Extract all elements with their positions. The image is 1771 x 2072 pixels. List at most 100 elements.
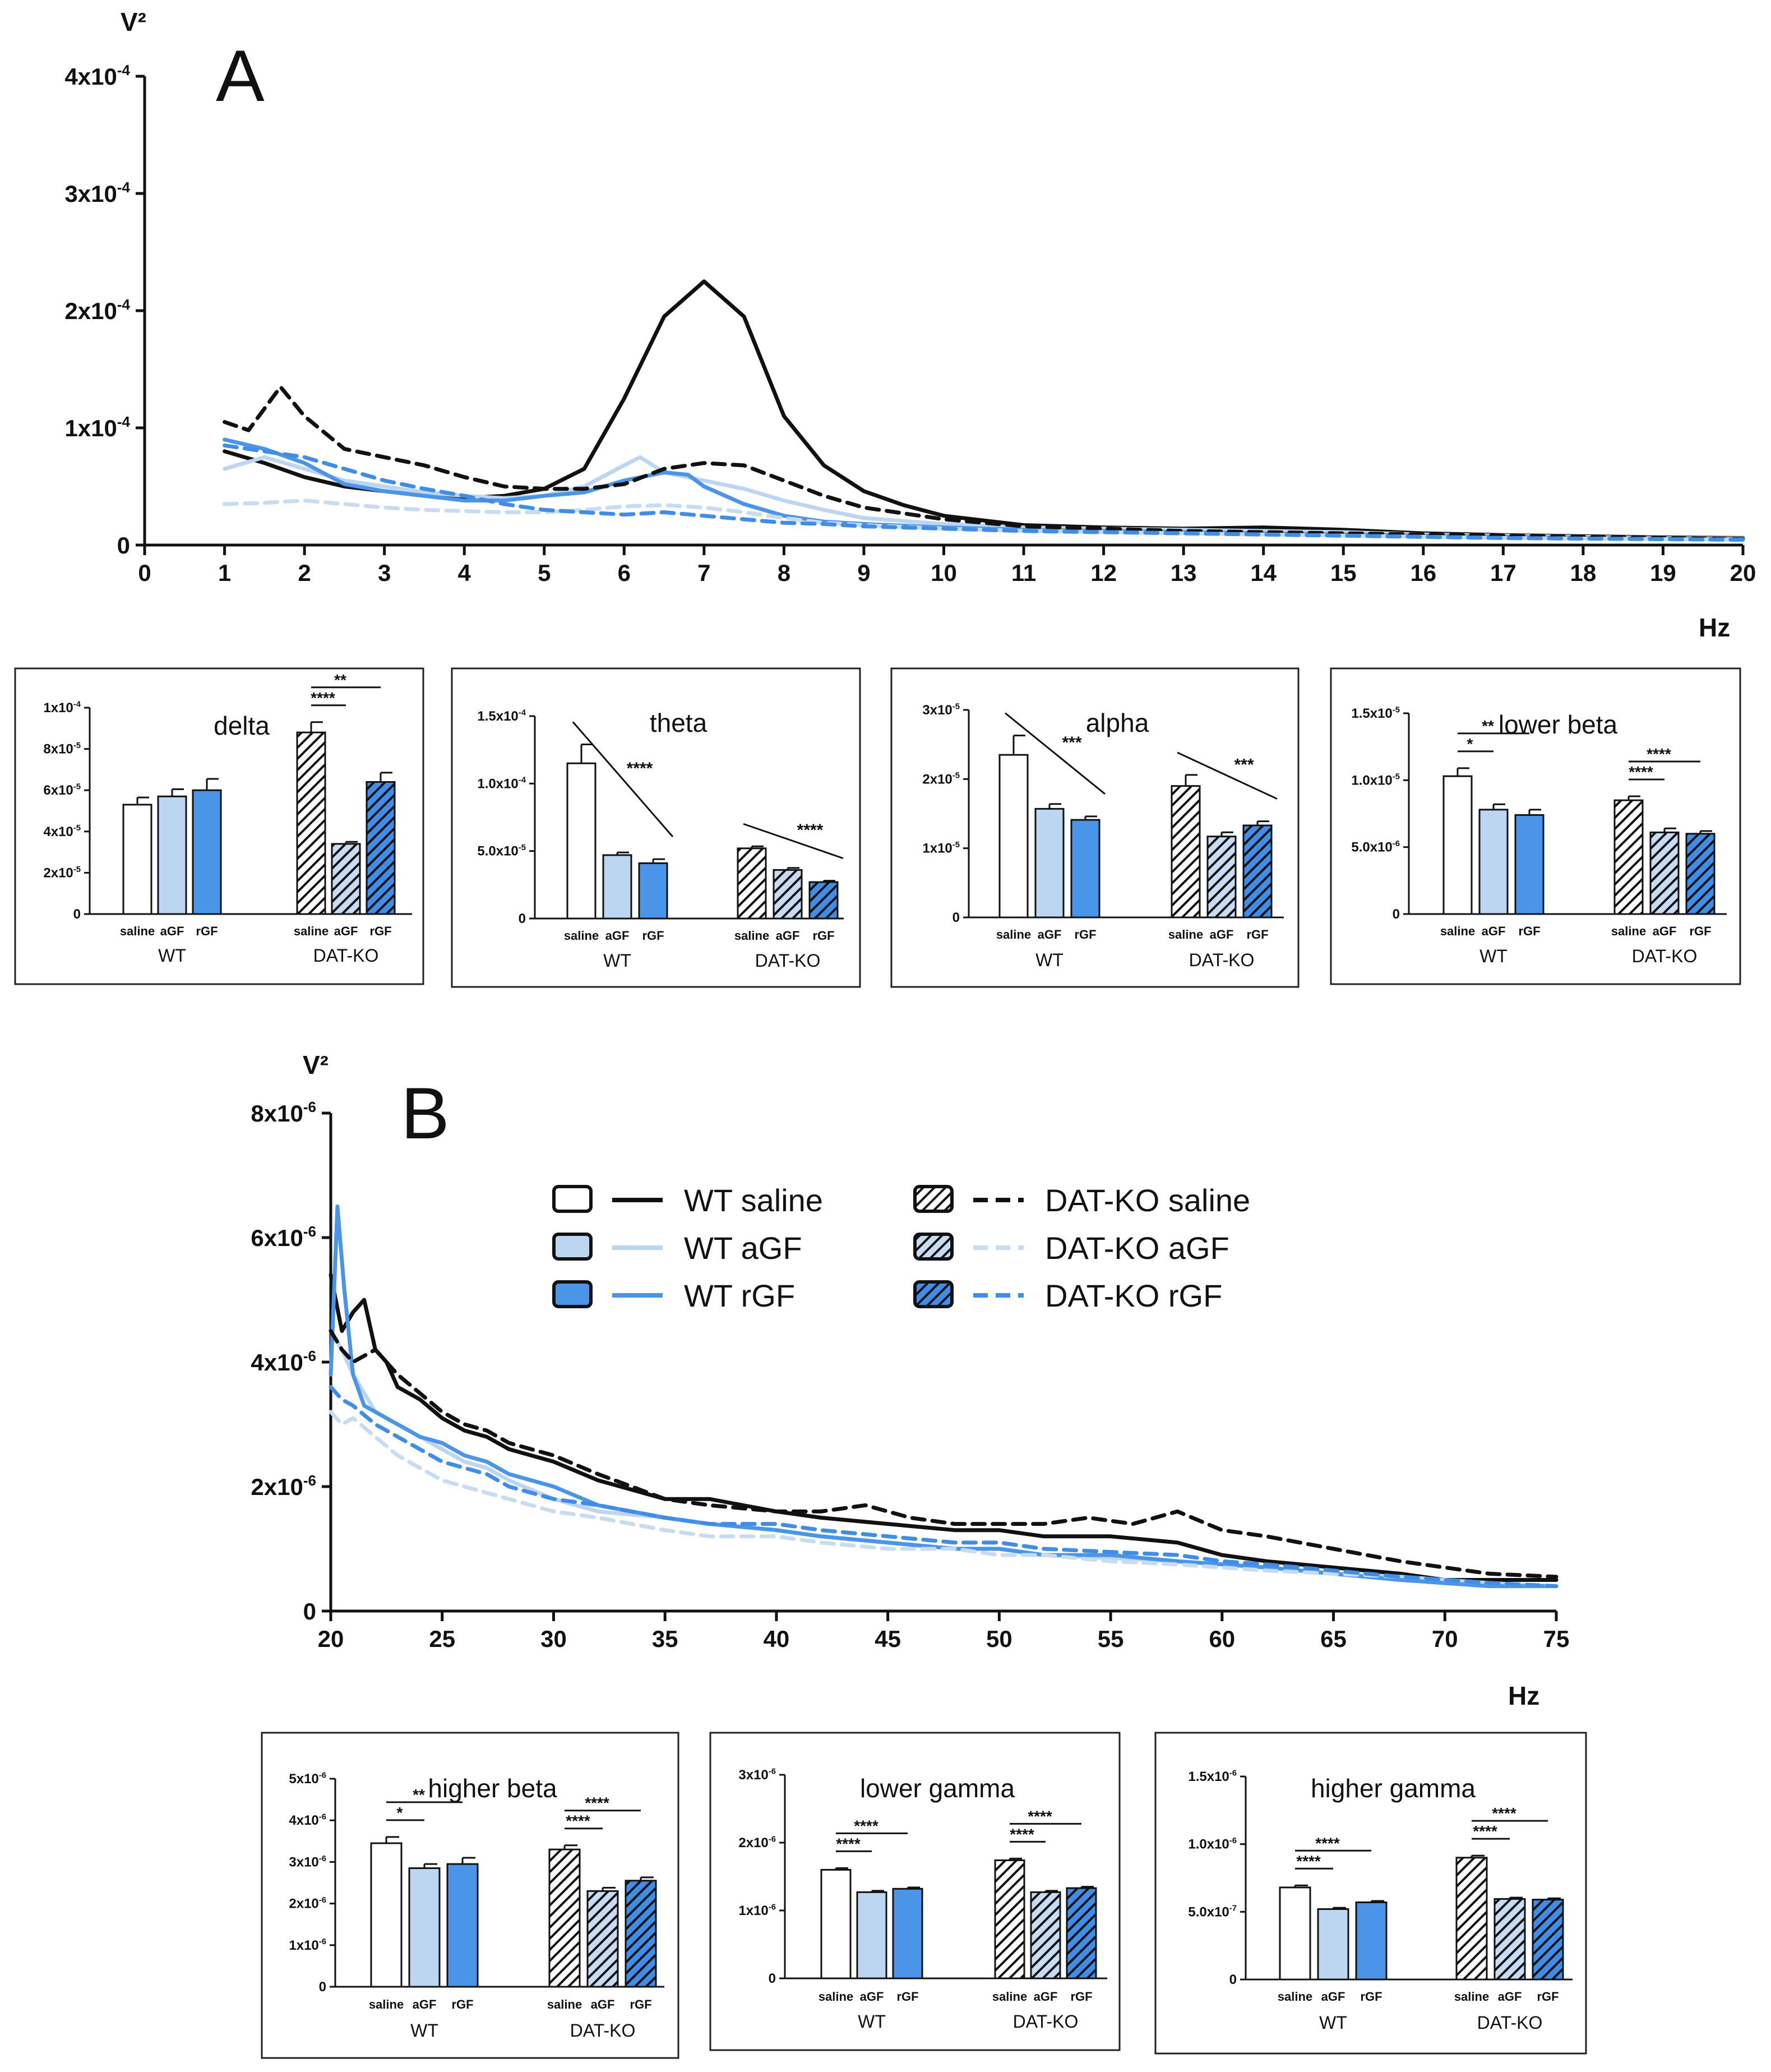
higher-gamma-bar-dat-ko-saline [1455, 1857, 1488, 1981]
higher-beta-y-tick-label-exponent: -6 [319, 1771, 326, 1780]
lower-beta-y-tick-label: 5.0x10-6 [1351, 839, 1400, 855]
delta-significance: **** [311, 689, 335, 707]
delta-y-tick-label-mantissa: 8x10 [43, 742, 73, 757]
lower-gamma-significance: **** [1010, 1825, 1034, 1843]
lower-beta-bar-label: saline [1440, 924, 1475, 938]
panel-a-x-tick-label: 12 [1090, 560, 1117, 586]
higher-beta-bar-chart: higher beta01x10-62x10-63x10-64x10-65x10… [289, 1771, 664, 2041]
higher-beta-group-label: DAT-KO [570, 2020, 636, 2041]
alpha-y-tick-label-mantissa: 0 [952, 910, 960, 925]
higher-gamma-significance: **** [1296, 1852, 1321, 1870]
lower-beta-bar-wt-agf [1478, 809, 1509, 915]
lower-gamma-y-tick-label-mantissa: 0 [769, 1971, 776, 1986]
alpha-trend-line [1177, 751, 1278, 800]
lower-beta-group-label: WT [1479, 946, 1508, 966]
higher-beta-title: higher beta [428, 1774, 557, 1803]
panel-b-series-dat-ko-agf [329, 1410, 1559, 1589]
lower-beta-bar-dat-ko-saline [1613, 799, 1644, 915]
panel-b-x-tick-label: 25 [429, 1626, 455, 1652]
delta-y-tick-label-exponent: -5 [73, 741, 81, 750]
panel-b-y-tick-label: 0 [303, 1598, 316, 1625]
panel-a-series-dat-ko-rgf [223, 443, 1745, 542]
panel-a-y-tick-label-exponent: -4 [117, 62, 131, 79]
higher-beta-panel: higher beta01x10-62x10-63x10-64x10-65x10… [261, 1732, 679, 2059]
panel-a-x-tick-label: 5 [538, 560, 551, 586]
panel-a-x-tick-label: 3 [378, 560, 391, 586]
panel-b-y-unit: V² [303, 1050, 329, 1079]
panel-a-series-dat-ko-agf [223, 499, 1745, 542]
higher-beta-significance: ** [413, 1786, 425, 1803]
delta-bar-label: saline [294, 924, 329, 938]
delta-y-tick-label-mantissa: 1x10 [43, 700, 73, 716]
higher-beta-significance: **** [566, 1812, 590, 1830]
lower-gamma-y-tick-label: 2x10-6 [738, 1835, 776, 1851]
panel-a-x-tick-label: 14 [1250, 560, 1277, 586]
panel-b-x-tick-label: 55 [1098, 1626, 1124, 1652]
delta-y-tick-label: 8x10-5 [43, 741, 81, 757]
alpha-y-tick-label-exponent: -5 [952, 772, 960, 781]
alpha-bar-dat-ko-agf [1206, 836, 1237, 919]
theta-bar-label: aGF [605, 929, 630, 943]
higher-beta-bar-dat-ko-saline [548, 1848, 581, 1988]
panel-a-x-tick-label: 8 [778, 560, 790, 586]
panel-b-x-tick-label: 50 [986, 1626, 1012, 1652]
higher-beta-bar-dat-ko-rgf [625, 1880, 657, 1988]
panel-b-y-tick-label-mantissa: 4x10 [251, 1349, 303, 1376]
panel-a-x-tick-label: 18 [1570, 560, 1597, 586]
theta-y-tick-label-exponent: -4 [519, 708, 526, 717]
alpha-bar-label: aGF [1038, 927, 1062, 942]
higher-gamma-bar-label: rGF [1537, 1990, 1559, 2004]
lower-beta-bar-chart: lower beta05.0x10-61.0x10-51.5x10-5salin… [1351, 705, 1727, 966]
lower-gamma-y-tick-label-exponent: -6 [769, 1767, 776, 1776]
delta-y-tick-label-mantissa: 0 [73, 907, 81, 922]
theta-group-label: WT [603, 950, 631, 971]
delta-bar-label: aGF [160, 924, 184, 938]
higher-gamma-significance: **** [1473, 1822, 1497, 1840]
panel-a-lines [223, 279, 1745, 542]
panel-b-y-tick-label-mantissa: 6x10 [251, 1225, 303, 1251]
panel-a-y-tick-label-exponent: -4 [117, 296, 131, 313]
delta-y-tick-label: 1x10-4 [43, 700, 81, 716]
higher-beta-y-tick-label: 0 [319, 1979, 326, 1995]
lower-gamma-y-tick-label-mantissa: 2x10 [738, 1835, 768, 1851]
higher-gamma-y-tick-label-exponent: -6 [1229, 1769, 1237, 1778]
legend-label: DAT-KO saline [1045, 1183, 1250, 1218]
panel-b-y-tick-label-mantissa: 2x10 [251, 1474, 303, 1500]
higher-beta-bar-label: rGF [630, 1997, 651, 2011]
lower-beta-y-tick-label-mantissa: 5.0x10 [1351, 840, 1392, 855]
higher-beta-y-tick-label-mantissa: 1x10 [289, 1938, 318, 1953]
higher-beta-y-tick-label: 4x10-6 [289, 1813, 326, 1829]
higher-beta-y-tick-label: 3x10-6 [289, 1854, 326, 1870]
delta-y-tick-label-exponent: -5 [73, 783, 81, 792]
alpha-title: alpha [1086, 708, 1149, 737]
panel-b-y-tick-label: 4x10-6 [251, 1348, 316, 1376]
panel-a-y-tick-label-exponent: -4 [117, 413, 131, 430]
higher-gamma-frame [1154, 1732, 1587, 2055]
higher-gamma-bar-wt-agf [1317, 1908, 1349, 1981]
alpha-y-tick-label-exponent: -5 [952, 702, 960, 711]
lower-beta-significance: **** [1629, 763, 1653, 781]
lower-beta-significance: **** [1647, 745, 1671, 763]
theta-y-tick-label-mantissa: 1.0x10 [477, 776, 518, 791]
theta-y-tick-label-exponent: -4 [519, 776, 526, 785]
higher-gamma-bar-chart: higher gamma05.0x10-71.0x10-61.5x10-6sal… [1188, 1769, 1573, 2033]
lower-beta-y-tick-label-mantissa: 1.5x10 [1351, 706, 1392, 721]
lower-beta-bar-label: aGF [1482, 924, 1506, 938]
delta-significance: ** [334, 671, 346, 689]
lower-gamma-bar-label: rGF [896, 1990, 918, 2004]
alpha-bar-label: saline [1168, 927, 1203, 942]
panel-b-y-tick-label: 6x10-6 [251, 1223, 316, 1251]
alpha-bar-dat-ko-rgf [1242, 824, 1273, 919]
panel-b-series-wt-saline [329, 1273, 1559, 1582]
lower-beta-bar-wt-saline [1442, 775, 1473, 915]
panel-b-x-tick-label: 45 [875, 1626, 901, 1652]
alpha-bar-label: rGF [1246, 927, 1268, 942]
theta-bar-dat-ko-saline [737, 847, 767, 920]
theta-y-tick-label: 5.0x10-5 [477, 843, 526, 859]
panel-a-y-tick-label-mantissa: 3x10 [64, 181, 117, 207]
panel-a-x-tick-label: 20 [1730, 560, 1756, 586]
higher-gamma-bar-label: aGF [1498, 1990, 1522, 2004]
alpha-bar-label: aGF [1210, 927, 1234, 942]
